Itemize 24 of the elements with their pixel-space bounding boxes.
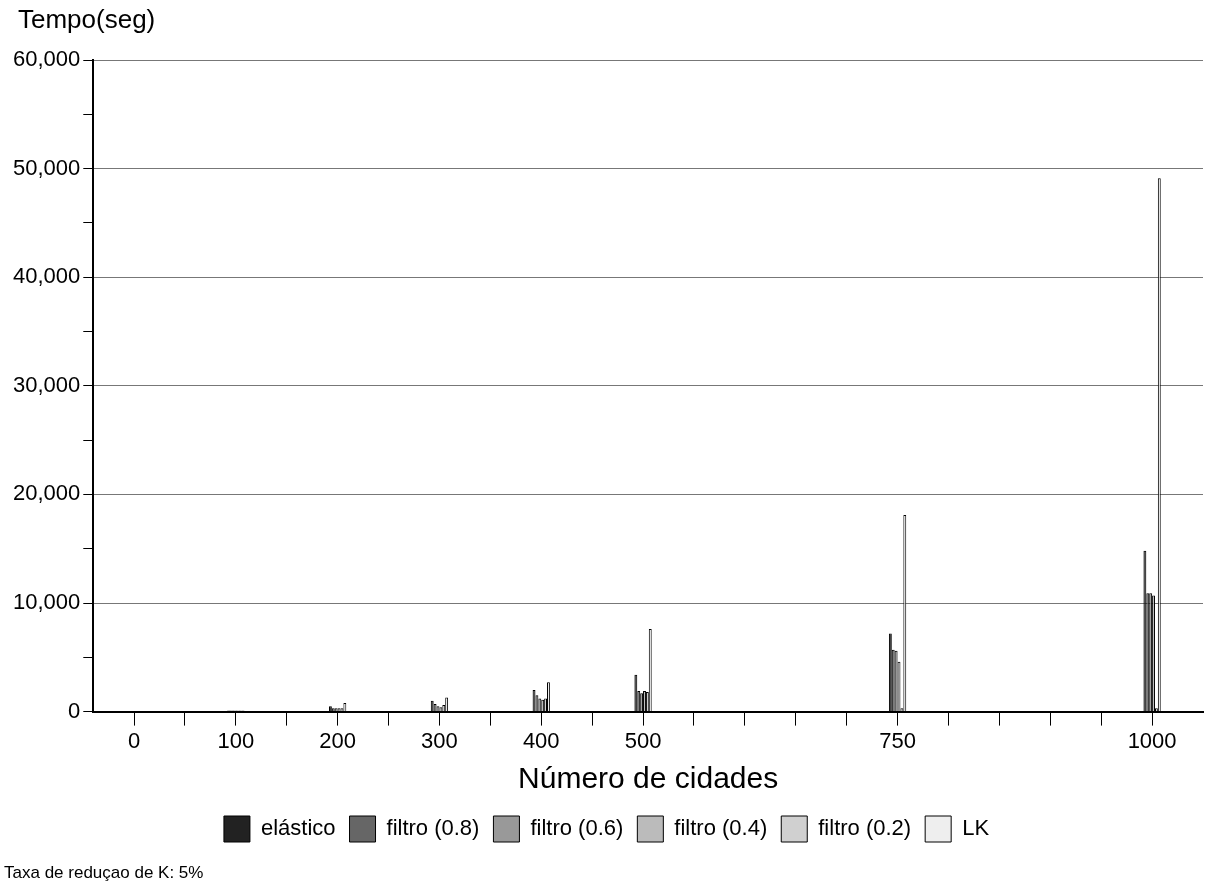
legend-label: filtro (0.2)	[818, 815, 912, 841]
legend-label: filtro (0.6)	[530, 815, 624, 841]
x-tick-label: 0	[127, 727, 141, 753]
x-tick-label: 1000	[1127, 727, 1177, 753]
x-tick-label: 200	[319, 727, 356, 753]
legend-label: filtro (0.8)	[386, 815, 480, 841]
x-tick-label: 500	[624, 727, 662, 753]
legend-label: LK	[962, 815, 990, 841]
x-tick-label: 400	[522, 727, 560, 753]
x-tick-label: 100	[217, 727, 255, 753]
y-tick-label: 60,000	[12, 46, 81, 72]
y-axis-title: Tempo(seg)	[18, 4, 156, 35]
y-tick-label: 0	[68, 697, 81, 723]
x-tick-label: 750	[879, 727, 916, 753]
x-axis-title: Número de cidades	[518, 761, 779, 795]
x-tick-label: 300	[421, 727, 458, 753]
y-tick-label: 40,000	[12, 263, 81, 289]
legend-label: filtro (0.4)	[674, 815, 768, 841]
y-tick-label: 30,000	[12, 371, 81, 397]
text: Taxa de reduçao de K: 5%	[4, 863, 204, 883]
y-tick-label: 20,000	[12, 480, 81, 506]
legend-label: elástico	[260, 815, 336, 841]
y-tick-label: 10,000	[12, 589, 81, 615]
y-tick-label: 50,000	[12, 154, 81, 180]
